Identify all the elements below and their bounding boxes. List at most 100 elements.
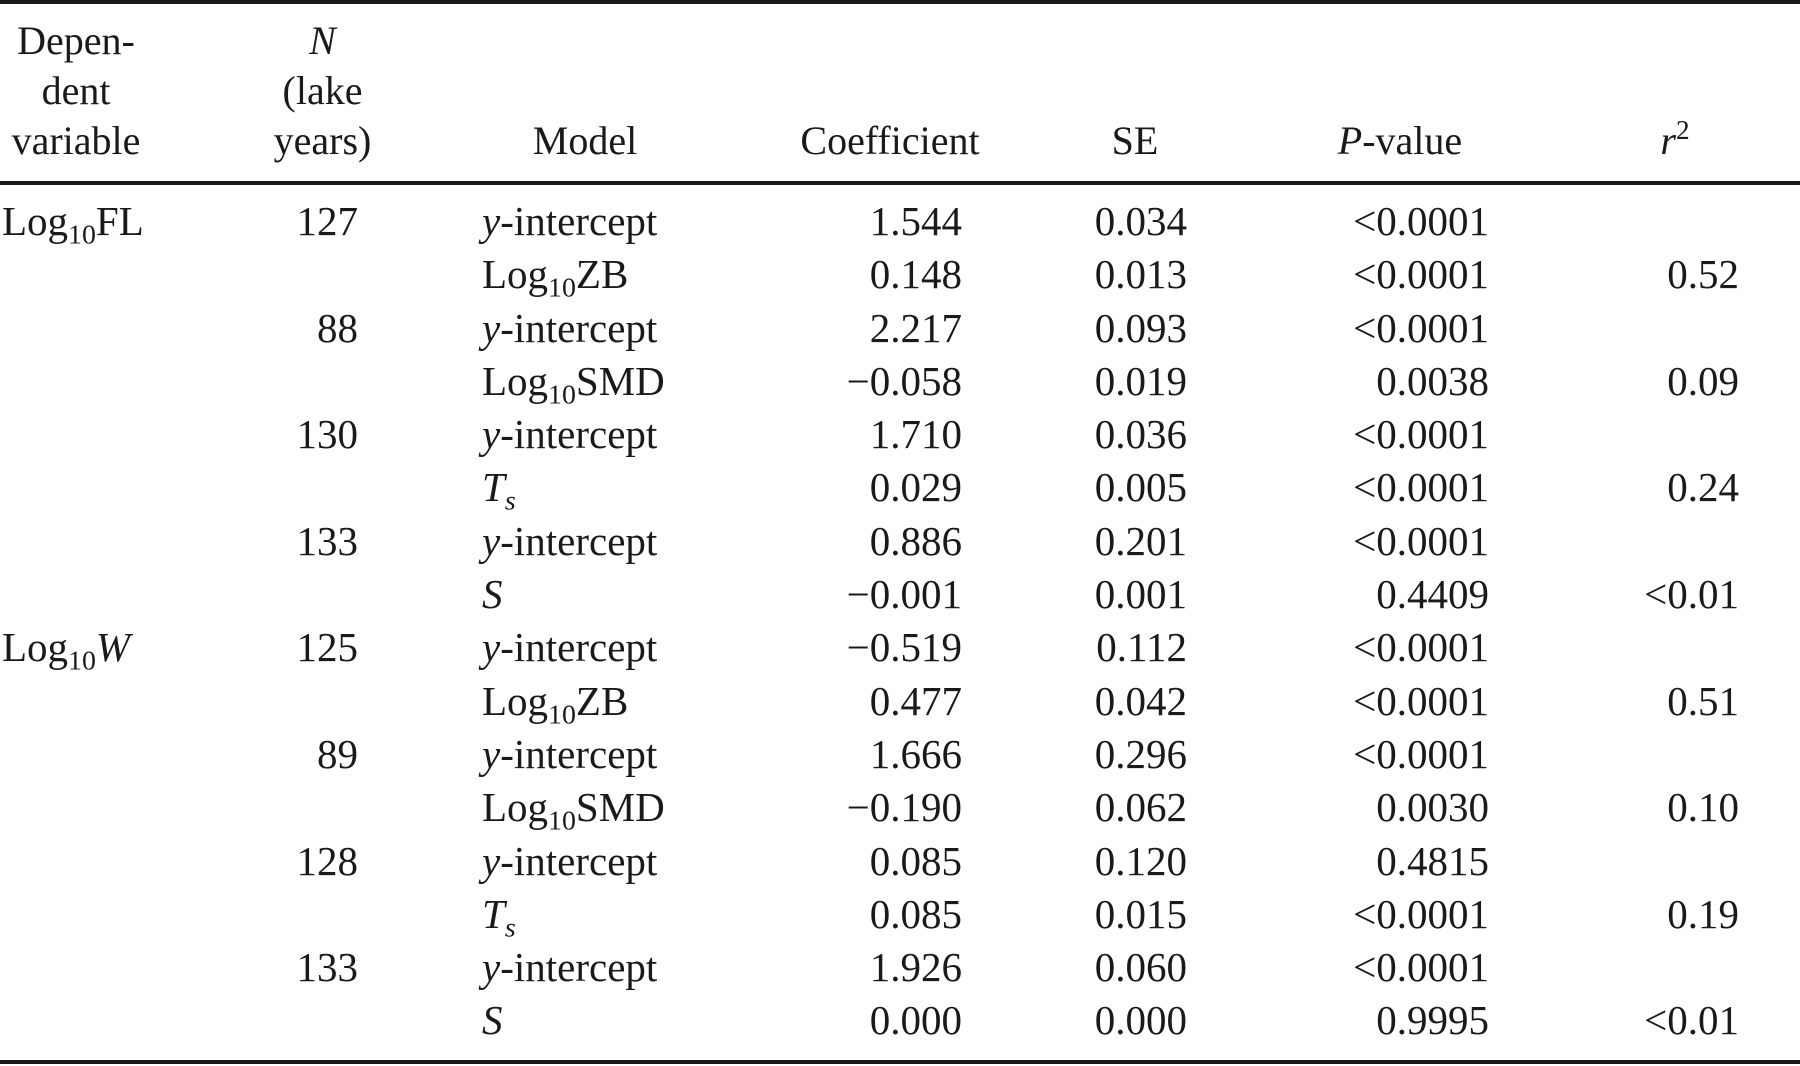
- n-cell: [257, 675, 358, 728]
- p-value-cell: 0.0030: [1376, 784, 1489, 831]
- coefficient-cell: 0.886: [869, 517, 962, 564]
- se-cell: 0.005: [1094, 464, 1187, 511]
- table-row: 133 y-intercept 1.926 0.060 <0.0001: [0, 941, 1739, 994]
- table-row: S 0.000 0.000 0.9995 <0.01: [0, 994, 1739, 1047]
- dependent-variable-cell: [0, 355, 257, 408]
- model-cell: Ts: [482, 890, 516, 944]
- r-squared-cell: [1489, 302, 1739, 355]
- se-cell: 0.042: [1094, 677, 1187, 724]
- model-cell: y-intercept: [482, 304, 658, 351]
- r-squared-cell: [1489, 941, 1739, 994]
- dependent-variable-cell: Log10W: [2, 624, 131, 677]
- column-spacer: [358, 515, 482, 568]
- coefficient-cell: −0.001: [846, 571, 962, 618]
- coefficient-cell: 0.085: [869, 837, 962, 884]
- se-cell: 0.060: [1094, 944, 1187, 991]
- table-row: Log10W 125 y-intercept −0.519 0.112 <0.0001: [0, 621, 1739, 677]
- dependent-variable-cell: [0, 675, 257, 728]
- dependent-variable-cell: [0, 835, 257, 888]
- table-row: Log10SMD −0.058 0.019 0.0038 0.09: [0, 355, 1739, 411]
- model-cell: y-intercept: [482, 517, 658, 564]
- table-row: Ts 0.085 0.015 <0.0001 0.19: [0, 888, 1739, 944]
- header-p-symbol: P: [1337, 118, 1363, 163]
- model-cell: Ts: [482, 464, 516, 517]
- table-bottom-rule: [0, 1060, 1800, 1064]
- coefficient-cell: −0.190: [846, 784, 962, 831]
- dependent-variable-cell: [0, 408, 257, 461]
- se-cell: 0.015: [1094, 890, 1187, 937]
- p-value-cell: <0.0001: [1353, 251, 1489, 298]
- dependent-variable-cell: [0, 994, 257, 1047]
- table-row: 88 y-intercept 2.217 0.093 <0.0001: [0, 302, 1739, 355]
- model-cell: Log10SMD: [482, 357, 665, 411]
- column-spacer: [358, 302, 482, 355]
- n-cell: 88: [317, 304, 358, 351]
- n-cell: [257, 461, 358, 514]
- n-cell: 125: [296, 624, 359, 671]
- dependent-variable-cell: Log10FL: [2, 198, 144, 251]
- header-coefficient: Coefficient: [800, 118, 980, 163]
- p-value-cell: <0.0001: [1353, 411, 1489, 458]
- p-value-cell: <0.0001: [1353, 304, 1489, 351]
- p-value-cell: <0.0001: [1353, 730, 1489, 777]
- model-cell: Log10ZB: [482, 677, 629, 731]
- coefficient-cell: 1.926: [869, 944, 962, 991]
- n-cell: [257, 888, 358, 941]
- r-squared-cell: [1489, 408, 1739, 461]
- header-r-squared: r2: [1660, 115, 1690, 163]
- se-cell: 0.000: [1094, 997, 1187, 1044]
- regression-table: Log10FL 127 y-intercept 1.544 0.034 <0.0001 Lo…: [0, 195, 1739, 1048]
- model-cell: Log10SMD: [482, 784, 665, 837]
- coefficient-cell: −0.058: [846, 357, 962, 404]
- dependent-variable-cell: [0, 248, 257, 301]
- table-row: 130 y-intercept 1.710 0.036 <0.0001: [0, 408, 1739, 461]
- coefficient-cell: 0.477: [869, 677, 962, 724]
- n-cell: 133: [296, 517, 359, 564]
- header-n-lake-years: N (lake years): [255, 16, 390, 166]
- coefficient-cell: −0.519: [846, 624, 962, 671]
- table-row: Log10ZB 0.148 0.013 <0.0001 0.52: [0, 248, 1739, 304]
- header-n-symbol: N: [309, 18, 336, 63]
- dependent-variable-cell: [0, 728, 257, 781]
- header-dependent-variable: Depen- dent variable: [11, 18, 141, 163]
- dependent-variable-cell: [0, 568, 257, 621]
- column-spacer: [358, 461, 482, 514]
- table-row: 133 y-intercept 0.886 0.201 <0.0001: [0, 515, 1739, 568]
- n-cell: 128: [296, 837, 359, 884]
- column-spacer: [358, 835, 482, 888]
- n-cell: 127: [296, 198, 359, 244]
- table-row: S −0.001 0.001 0.4409 <0.01: [0, 568, 1739, 621]
- se-cell: 0.013: [1094, 251, 1187, 298]
- r-squared-cell: 0.51: [1667, 677, 1739, 724]
- column-spacer: [358, 408, 482, 461]
- column-spacer: [358, 888, 482, 941]
- n-cell: [257, 248, 358, 301]
- table-row: 89 y-intercept 1.666 0.296 <0.0001: [0, 728, 1739, 781]
- coefficient-cell: 1.710: [869, 411, 962, 458]
- r-squared-cell: [1489, 621, 1739, 674]
- r-squared-cell: [1489, 195, 1739, 248]
- column-spacer: [358, 355, 482, 408]
- model-cell: S: [482, 571, 503, 618]
- model-cell: y-intercept: [482, 198, 658, 244]
- p-value-cell: <0.0001: [1353, 890, 1489, 937]
- p-value-cell: <0.0001: [1353, 198, 1489, 244]
- n-cell: [257, 568, 358, 621]
- p-value-cell: <0.0001: [1353, 677, 1489, 724]
- column-spacer: [358, 941, 482, 994]
- se-cell: 0.036: [1094, 411, 1187, 458]
- se-cell: 0.001: [1094, 571, 1187, 618]
- r-squared-cell: [1489, 515, 1739, 568]
- column-spacer: [358, 675, 482, 728]
- column-spacer: [358, 728, 482, 781]
- coefficient-cell: 1.544: [869, 198, 962, 244]
- p-value-cell: <0.0001: [1353, 624, 1489, 671]
- column-spacer: [358, 248, 482, 301]
- r-squared-cell: 0.52: [1667, 251, 1739, 298]
- model-cell: Log10ZB: [482, 251, 629, 304]
- p-value-cell: 0.0038: [1376, 357, 1489, 404]
- p-value-cell: <0.0001: [1353, 464, 1489, 511]
- table-row: Log10FL 127 y-intercept 1.544 0.034 <0.0001: [0, 195, 1739, 251]
- dependent-variable-cell: [0, 302, 257, 355]
- se-cell: 0.112: [1096, 624, 1187, 671]
